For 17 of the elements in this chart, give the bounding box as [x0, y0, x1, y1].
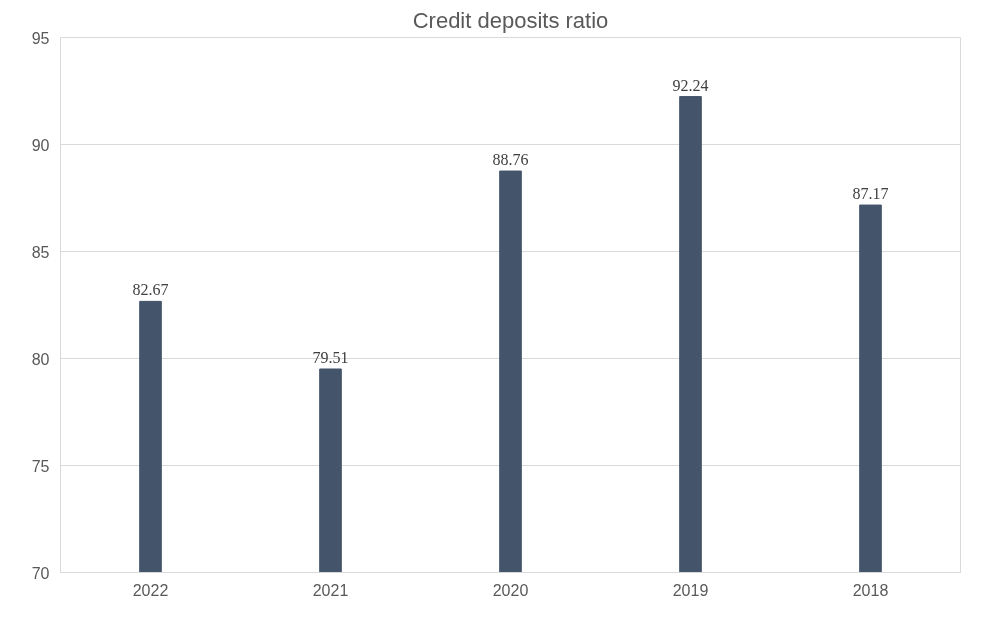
data-label: 92.24	[672, 76, 709, 94]
y-tick-label: 70	[31, 564, 50, 582]
x-tick-label: 2018	[852, 581, 889, 599]
data-label: 82.67	[132, 281, 169, 299]
data-label: 88.76	[492, 151, 529, 169]
chart-title: Credit deposits ratio	[412, 7, 609, 33]
x-tick-label: 2021	[312, 581, 349, 599]
y-tick-label: 75	[31, 457, 50, 475]
data-label: 79.51	[312, 348, 349, 366]
y-tick-label: 85	[31, 243, 50, 261]
y-tick-label: 90	[31, 136, 50, 154]
x-tick-label: 2019	[672, 581, 709, 599]
x-tick-label: 2020	[492, 581, 529, 599]
x-tick-label: 2022	[132, 581, 169, 599]
data-label: 87.17	[852, 185, 889, 203]
y-tick-label: 95	[31, 29, 50, 47]
y-tick-label: 80	[31, 350, 50, 368]
